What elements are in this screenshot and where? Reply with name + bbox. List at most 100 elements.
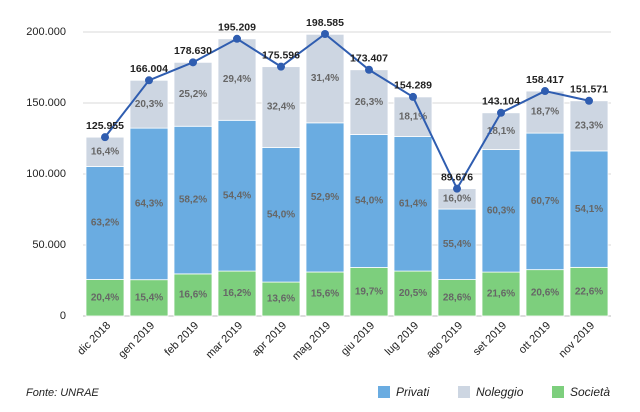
x-tick-label: mag 2019 (290, 320, 333, 363)
total-marker (541, 87, 549, 96)
bar-segment (349, 69, 389, 135)
bar-segment (217, 38, 257, 121)
segment-label: 32,4% (267, 102, 295, 113)
bar-segment (261, 281, 301, 317)
x-tick-label: apr 2019 (250, 320, 289, 359)
total-marker (233, 34, 241, 43)
bar-segment (261, 66, 301, 148)
bar-segment (481, 112, 521, 150)
segment-label: 23,3% (575, 120, 603, 131)
x-tick-label: giu 2019 (339, 320, 377, 358)
x-tick-label: set 2019 (471, 320, 509, 358)
bar-segment (349, 267, 389, 317)
bar-segment (129, 79, 169, 129)
legend-label: Noleggio (476, 385, 524, 399)
segment-label: 15,6% (311, 289, 339, 300)
segment-label: 20,5% (399, 288, 427, 299)
bar-segment (481, 271, 521, 317)
segment-label: 20,6% (531, 287, 559, 298)
x-tick-label: feb 2019 (162, 320, 201, 359)
x-tick-label: lug 2019 (383, 320, 421, 358)
segment-label: 61,4% (399, 198, 427, 209)
total-label: 125.955 (86, 120, 124, 132)
bar-segment (173, 61, 213, 127)
total-marker (101, 133, 109, 142)
source-note: Fonte: UNRAE (26, 387, 99, 399)
bar-segment (217, 270, 257, 317)
segment-label: 18,1% (399, 111, 427, 122)
bar-segment (393, 270, 433, 317)
bar-segment (437, 208, 477, 280)
segment-label: 25,2% (179, 89, 207, 100)
segment-label: 58,2% (179, 195, 207, 206)
y-tick-label: 100.000 (26, 168, 66, 180)
bar-segment (173, 125, 213, 275)
y-tick-label: 0 (60, 310, 66, 322)
y-tick-label: 50.000 (32, 239, 66, 251)
total-label: 166.004 (130, 63, 168, 75)
total-marker (277, 62, 285, 71)
segment-label: 22,6% (575, 286, 603, 297)
legend-swatch (458, 386, 470, 398)
total-marker (453, 184, 461, 193)
bar-segment (481, 149, 521, 273)
segment-label: 54,0% (355, 196, 383, 207)
bar-segment (261, 147, 301, 283)
bar-segment (393, 136, 433, 272)
segment-label: 19,7% (355, 286, 383, 297)
total-label: 158.417 (526, 74, 564, 86)
total-marker (145, 76, 153, 85)
bar-segment (305, 122, 345, 273)
total-label: 173.407 (350, 53, 388, 65)
segment-label: 16,2% (223, 288, 251, 299)
segment-label: 60,7% (531, 196, 559, 207)
total-label: 154.289 (394, 80, 432, 92)
segment-label: 54,1% (575, 204, 603, 215)
total-label: 143.104 (482, 96, 520, 108)
segment-label: 16,0% (443, 193, 471, 204)
bar-segment (85, 136, 125, 167)
bar-segment (525, 269, 565, 317)
bar-segment (437, 279, 477, 317)
x-tick-label: gen 2019 (116, 320, 157, 361)
segment-label: 21,6% (487, 289, 515, 300)
total-label: 89.676 (441, 171, 473, 183)
x-tick-label: dic 2018 (75, 320, 113, 358)
segment-label: 29,4% (223, 74, 251, 85)
total-label: 175.596 (262, 49, 300, 61)
segment-label: 60,3% (487, 205, 515, 216)
bar-segment (85, 166, 125, 280)
legend-swatch (378, 386, 390, 398)
segment-label: 54,0% (267, 209, 295, 220)
segment-label: 26,3% (355, 97, 383, 108)
total-label: 195.209 (218, 22, 256, 34)
total-label: 198.585 (306, 17, 344, 29)
legend-label: Privati (396, 385, 430, 399)
legend-swatch (552, 386, 564, 398)
x-tick-label: ago 2019 (424, 320, 465, 361)
bar-segment (349, 134, 389, 268)
y-tick-label: 200.000 (26, 26, 66, 38)
bar-segment (305, 271, 345, 317)
bar-segment (173, 273, 213, 317)
legend-label: Società (570, 385, 610, 399)
segment-label: 63,2% (91, 218, 119, 229)
segment-label: 64,3% (135, 199, 163, 210)
segment-label: 15,4% (135, 292, 163, 303)
bar-segment (217, 119, 257, 272)
segment-label: 54,4% (223, 190, 251, 201)
total-label: 151.571 (570, 84, 608, 96)
segment-label: 31,4% (311, 73, 339, 84)
x-tick-label: nov 2019 (557, 320, 597, 360)
segment-label: 18,7% (531, 107, 559, 118)
segment-label: 20,3% (135, 99, 163, 110)
y-tick-label: 150.000 (26, 97, 66, 109)
bar-segment (85, 279, 125, 317)
total-marker (585, 96, 593, 105)
total-marker (189, 58, 197, 67)
segment-label: 20,4% (91, 292, 119, 303)
x-tick-label: ott 2019 (517, 320, 554, 357)
segment-label: 52,9% (311, 192, 339, 203)
segment-label: 28,6% (443, 292, 471, 303)
